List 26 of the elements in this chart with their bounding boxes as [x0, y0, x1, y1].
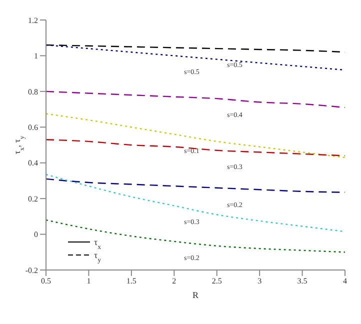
- y-tick-label: 0.2: [28, 194, 38, 204]
- line-series: [46, 139, 345, 156]
- y-tick-label: 0.6: [28, 122, 38, 132]
- x-tick-label: 1.5: [126, 276, 136, 286]
- y-tick-label: 0.4: [28, 158, 38, 168]
- x-tick-label: 4: [343, 276, 347, 286]
- x-tick-label: 0.5: [41, 276, 51, 286]
- x-tick-label: 3: [258, 276, 262, 286]
- line-series: [46, 113, 345, 158]
- x-axis-title: R: [192, 290, 199, 300]
- line-series: [46, 90, 345, 108]
- y-tick-label: 0.8: [28, 87, 38, 96]
- x-tick-label: 3.5: [297, 276, 308, 286]
- annotation: τ$_{x}$: [94, 237, 102, 250]
- annotation: τ$_{y}$: [94, 250, 102, 264]
- y-tick-label: 1: [34, 52, 38, 61]
- y-tick-label: 1.2: [28, 16, 38, 25]
- x-tick-label: 2: [172, 276, 176, 286]
- line-series: [46, 174, 345, 232]
- x-tick-label: 2.5: [212, 276, 222, 286]
- line-series: [46, 178, 345, 193]
- y-tick-label: -0.2: [25, 266, 38, 275]
- line-series: [46, 219, 345, 253]
- y-tick-label: 0: [34, 230, 38, 240]
- x-tick-label: 1: [86, 276, 91, 286]
- line-series: [46, 44, 345, 71]
